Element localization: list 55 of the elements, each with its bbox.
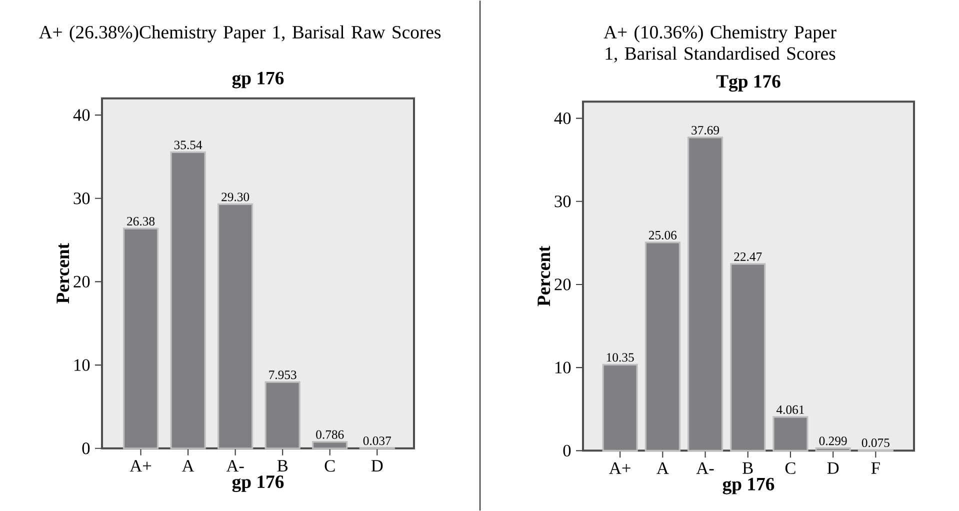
bar [122, 228, 159, 450]
x-tick-label: C [324, 460, 335, 472]
chart-subtitle: gp 176 [232, 72, 284, 88]
data-label: 0.075 [862, 438, 890, 447]
x-axis-title: gp 176 [722, 478, 774, 494]
x-tick-label: A [182, 460, 194, 472]
data-label: 22.47 [734, 252, 762, 261]
data-label: 35.54 [174, 140, 202, 150]
data-label: 26.38 [127, 216, 155, 226]
y-axis-title: Percent [56, 242, 70, 304]
x-tick-label: F [871, 462, 880, 474]
bar [730, 262, 766, 452]
chart-subtitle: Tgp 176 [716, 74, 780, 92]
x-tick-label: A+ [609, 462, 630, 474]
bar [815, 447, 851, 452]
x-tick-label: C [785, 462, 796, 474]
x-tick-label: A+ [130, 460, 152, 472]
chart-title: A+ (26.38%)Chemistry Paper 1, Barisal Raw Scores [38, 25, 441, 42]
y-tick-label: 10 [74, 359, 90, 371]
bar [170, 151, 206, 450]
bar [264, 381, 300, 450]
x-tick-label: A- [696, 462, 714, 474]
bar [602, 364, 638, 452]
data-label: 10.35 [606, 352, 634, 362]
data-label: 0.299 [819, 436, 847, 446]
data-label: 7.953 [269, 370, 296, 380]
data-label: 0.037 [363, 436, 392, 445]
bar [644, 241, 680, 452]
x-tick-label: A- [226, 460, 244, 472]
chart-title: A+ (10.36%) Chemistry Paper 1, Barisal Standardised Scores [604, 25, 836, 62]
bar [312, 440, 348, 450]
x-tick-label: B [742, 462, 753, 474]
x-tick-label: B [277, 460, 288, 472]
y-tick-label: 0 [563, 444, 571, 456]
y-axis-title: Percent [538, 246, 550, 306]
y-tick-label: 20 [74, 276, 90, 288]
bar [687, 136, 724, 452]
data-label: 4.061 [776, 405, 804, 414]
y-tick-label: 20 [554, 278, 571, 290]
x-axis-title: gp 176 [232, 475, 284, 492]
y-tick-label: 30 [554, 195, 571, 208]
data-label: 29.30 [222, 192, 250, 202]
data-label: 37.69 [692, 126, 719, 134]
data-label: 0.786 [316, 430, 344, 439]
x-tick-label: D [827, 462, 839, 474]
x-tick-label: A [656, 462, 669, 474]
y-tick-label: 0 [82, 442, 90, 454]
bar [772, 416, 808, 452]
y-tick-label: 10 [555, 362, 571, 374]
y-tick-label: 30 [74, 192, 90, 204]
y-tick-label: 40 [554, 112, 571, 124]
x-tick-label: D [371, 460, 383, 472]
bar [218, 203, 254, 450]
y-tick-label: 40 [73, 109, 90, 121]
data-label: 25.06 [648, 230, 677, 240]
